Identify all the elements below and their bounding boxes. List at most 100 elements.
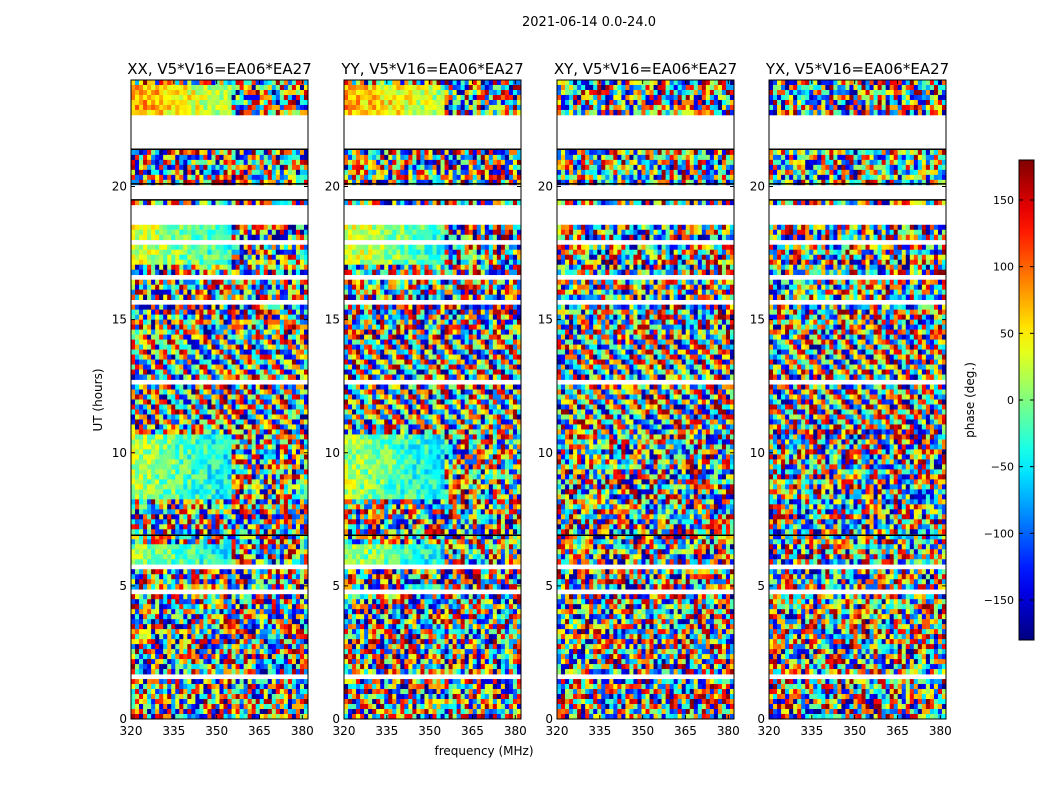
heatmap-cell [195, 224, 200, 231]
heatmap-cell [143, 349, 148, 355]
heatmap-cell [143, 269, 148, 276]
heatmap-cell [171, 249, 176, 256]
heatmap-cell [303, 349, 308, 355]
heatmap-cell [279, 409, 285, 415]
heatmap-cell [171, 699, 176, 705]
heatmap-cell [295, 109, 301, 116]
heatmap-cell [235, 179, 240, 186]
heatmap-cell [151, 669, 156, 675]
heatmap-cell [255, 559, 261, 565]
heatmap-cell [235, 669, 240, 675]
heatmap-cell [211, 84, 216, 91]
heatmap-cell [303, 699, 308, 705]
heatmap-cell [143, 369, 148, 375]
heatmap-cell [267, 159, 273, 166]
heatmap-cell [239, 159, 244, 166]
heatmap-cell [267, 629, 273, 635]
heatmap-cell [275, 644, 281, 650]
heatmap-cell [159, 104, 164, 111]
heatmap-cell [243, 634, 249, 640]
heatmap-cell [295, 314, 301, 320]
heatmap-cell [271, 514, 277, 520]
heatmap-cell [183, 574, 188, 580]
heatmap-cell [151, 80, 156, 86]
heatmap-cell [444, 89, 449, 96]
heatmap-cell [271, 669, 277, 675]
heatmap-cell [299, 389, 305, 395]
heatmap-cell [271, 289, 277, 296]
heatmap-cell [183, 169, 188, 176]
heatmap-cell [295, 234, 301, 241]
heatmap-cell [199, 594, 204, 600]
heatmap-cell [251, 669, 257, 675]
heatmap-cell [195, 494, 200, 500]
heatmap-cell [231, 324, 236, 330]
heatmap-cell [239, 174, 244, 181]
heatmap-cell [271, 629, 277, 635]
heatmap-cell [211, 574, 216, 580]
heatmap-cell [159, 339, 164, 345]
heatmap-cell [147, 304, 152, 310]
heatmap-cell [159, 404, 164, 410]
heatmap-cell [155, 329, 160, 335]
heatmap-cell [480, 80, 486, 86]
heatmap-cell [215, 329, 220, 335]
heatmap-cell [255, 634, 261, 640]
heatmap-cell [171, 574, 176, 580]
heatmap-cell [291, 409, 297, 415]
heatmap-cell [303, 509, 308, 515]
heatmap-cell [139, 314, 144, 320]
heatmap-cell [251, 464, 257, 470]
heatmap-cell [360, 80, 365, 86]
heatmap-cell [275, 534, 281, 540]
heatmap-cell [199, 619, 204, 625]
heatmap-cell [147, 614, 152, 620]
heatmap-cell [243, 584, 249, 590]
heatmap-cell [456, 84, 462, 91]
heatmap-cell [247, 529, 253, 535]
heatmap-cell [199, 419, 204, 425]
heatmap-cell [227, 694, 232, 700]
heatmap-cell [356, 80, 361, 86]
heatmap-cell [412, 84, 417, 91]
heatmap-cell [239, 504, 244, 510]
heatmap-cell [271, 109, 277, 116]
heatmap-cell [247, 549, 253, 555]
heatmap-cell [291, 504, 297, 510]
heatmap-cell [255, 554, 261, 560]
heatmap-cell [263, 164, 269, 171]
heatmap-cell [211, 224, 216, 231]
heatmap-cell [207, 584, 212, 590]
heatmap-cell [163, 554, 168, 560]
heatmap-cell [215, 179, 220, 186]
heatmap-cell [131, 644, 136, 650]
heatmap-cell [231, 304, 236, 310]
heatmap-cell [143, 474, 148, 480]
heatmap-cell [263, 599, 269, 605]
heatmap-cell [344, 99, 349, 106]
heatmap-cell [139, 109, 144, 116]
heatmap-cell [287, 494, 293, 500]
heatmap-cell [247, 399, 253, 405]
heatmap-cell [219, 454, 224, 460]
heatmap-cell [187, 534, 192, 540]
heatmap-cell [287, 634, 293, 640]
heatmap-cell [227, 384, 232, 390]
heatmap-cell [275, 319, 281, 325]
heatmap-cell [187, 109, 192, 116]
heatmap-cell [223, 519, 228, 525]
heatmap-cell [131, 489, 136, 495]
heatmap-cell [223, 289, 228, 296]
heatmap-cell [199, 599, 204, 605]
heatmap-cell [167, 664, 172, 670]
heatmap-cell [207, 244, 212, 251]
heatmap-cell [259, 359, 265, 365]
heatmap-cell [255, 504, 261, 510]
heatmap-cell [227, 539, 232, 545]
heatmap-cell [251, 364, 257, 370]
heatmap-cell [223, 709, 228, 715]
heatmap-cell [255, 619, 261, 625]
heatmap-cell [151, 489, 156, 495]
heatmap-cell [135, 99, 140, 106]
heatmap-cell [195, 399, 200, 405]
